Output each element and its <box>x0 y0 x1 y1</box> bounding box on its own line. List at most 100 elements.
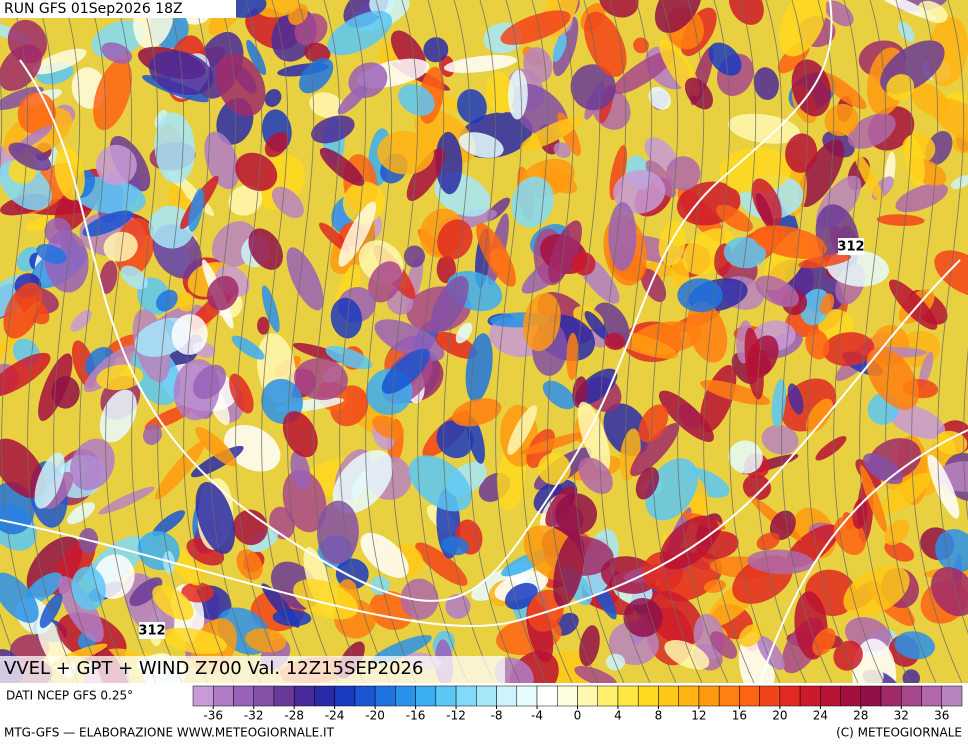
colorbar-box <box>941 685 963 707</box>
colorbar-box <box>374 685 396 707</box>
field-blob <box>99 389 137 443</box>
streamline <box>391 0 443 683</box>
field-blob <box>34 452 65 509</box>
field-blob <box>638 404 669 443</box>
streamline <box>677 0 729 683</box>
field-blob <box>271 186 304 219</box>
field-blob <box>895 183 948 213</box>
field-blob <box>44 230 89 293</box>
colorbar-box <box>435 685 457 707</box>
field-blob <box>325 346 373 370</box>
field-blob <box>93 59 133 131</box>
field-blob <box>437 219 473 260</box>
field-blob <box>120 265 148 290</box>
field-blob <box>787 383 804 415</box>
field-blob <box>659 515 719 570</box>
field-blob <box>101 42 133 64</box>
field-blob <box>785 133 818 173</box>
streamline <box>781 0 833 683</box>
colorbar-tick-label: 8 <box>655 709 663 723</box>
field-blob <box>436 420 474 459</box>
field-blob <box>0 572 39 623</box>
field-blob <box>476 223 516 287</box>
colorbar: -36 -32 -28 -24 -20 -16 -12 -8 -4 0 4 8 12 16 20 24 28 32… <box>192 685 963 723</box>
colorbar-box <box>334 685 356 707</box>
colorbar-box <box>698 685 720 707</box>
streamline <box>729 0 781 683</box>
field-blob <box>520 117 581 151</box>
streamline <box>859 0 911 683</box>
field-blob <box>98 486 155 515</box>
field-blob <box>293 579 358 620</box>
map-title: VVEL + GPT + WIND Z700 Val. 12Z15SEP2026 <box>4 658 423 679</box>
field-blob <box>548 220 582 283</box>
colorbar-tick-label: 12 <box>691 709 706 723</box>
wind-streamlines <box>0 0 968 683</box>
contour-label: 312 <box>837 240 864 255</box>
field-blob <box>623 598 663 637</box>
field-blob <box>332 450 393 514</box>
field-blob <box>798 253 852 269</box>
field-blob <box>485 72 514 114</box>
field-blob <box>403 245 426 268</box>
colorbar-box <box>759 685 781 707</box>
field-blob <box>574 666 617 683</box>
field-blob <box>579 625 600 667</box>
streamline <box>339 0 391 683</box>
field-blob <box>729 0 764 25</box>
field-blob <box>458 132 504 158</box>
streamline <box>755 0 807 683</box>
field-blob <box>415 542 468 586</box>
colorbar-box <box>273 685 295 707</box>
field-blob <box>570 64 616 111</box>
field-blob <box>952 129 968 154</box>
field-blob <box>223 424 281 472</box>
field-blob <box>744 327 764 400</box>
field-blob <box>884 519 910 546</box>
colorbar-tick-label: -16 <box>406 709 426 723</box>
field-blob <box>645 590 704 646</box>
field-blob <box>931 98 968 142</box>
field-blob <box>457 89 487 124</box>
field-blob <box>522 292 561 352</box>
colorbar-box <box>496 685 518 707</box>
field-blob <box>843 565 910 617</box>
streamline <box>547 0 599 683</box>
field-blob <box>152 510 186 537</box>
colorbar-tick-label: -36 <box>203 709 223 723</box>
field-blob <box>204 131 240 190</box>
streamline <box>1 0 53 683</box>
field-blob <box>930 566 968 617</box>
field-blob <box>805 398 833 434</box>
field-blob <box>755 192 774 229</box>
field-blob <box>406 148 446 201</box>
contour-label-box <box>139 622 165 639</box>
colorbar-box <box>233 685 254 707</box>
colorbar-box <box>192 685 214 707</box>
colorbar-box <box>395 685 416 707</box>
streamline <box>573 0 625 683</box>
streamline <box>651 0 703 683</box>
field-blob <box>852 498 868 529</box>
field-blob <box>613 170 666 214</box>
colorbar-box <box>557 685 578 707</box>
field-blob <box>805 329 830 360</box>
field-blob <box>500 10 571 45</box>
colorbar-box <box>516 685 538 707</box>
field-blob <box>51 376 80 409</box>
field-blob <box>175 291 196 312</box>
streamline <box>183 0 235 683</box>
field-blob <box>0 44 42 91</box>
streamline <box>261 0 313 683</box>
colorbar-tick-label: -4 <box>531 709 543 723</box>
streamline <box>79 0 131 683</box>
field-blob <box>553 142 571 158</box>
colorbar-box <box>455 685 477 707</box>
field-blob <box>884 540 915 562</box>
streamline <box>625 0 677 683</box>
field-blob <box>703 579 726 593</box>
field-blob <box>154 441 205 500</box>
field-blob <box>853 150 885 204</box>
field-blob <box>935 430 968 455</box>
